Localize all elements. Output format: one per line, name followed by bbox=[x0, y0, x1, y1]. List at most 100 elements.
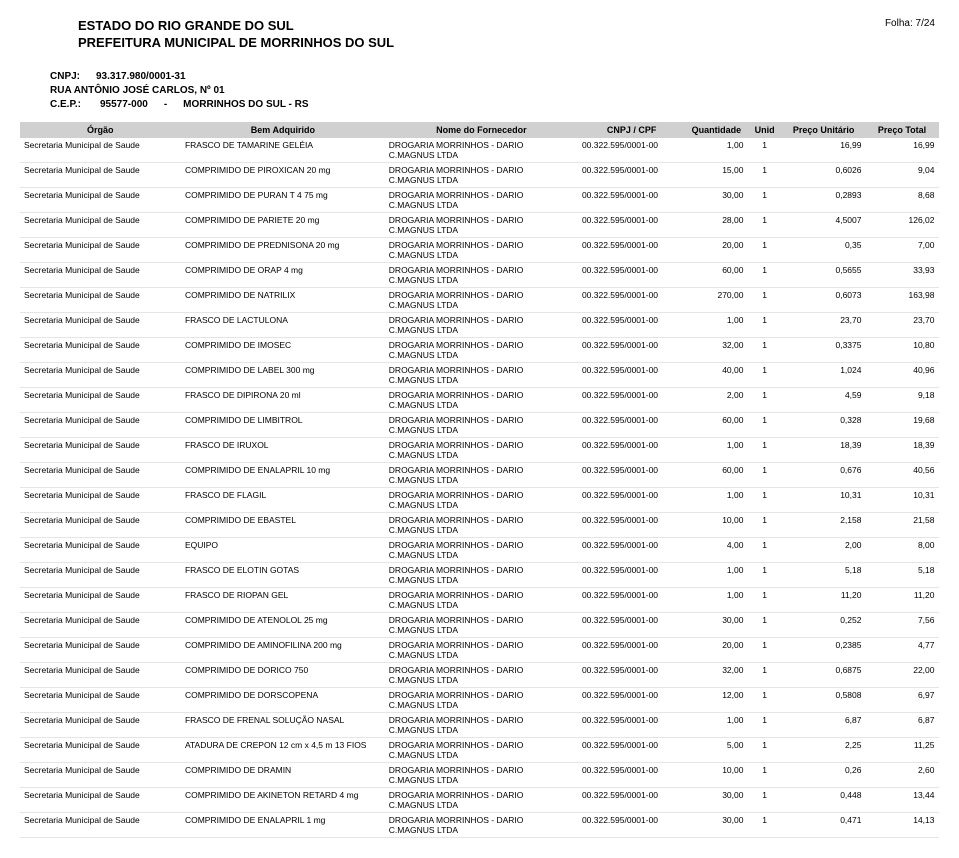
cell-cnpj: 00.322.595/0001-00 bbox=[578, 612, 685, 637]
cell-orgao: Secretaria Municipal de Saude bbox=[20, 337, 181, 362]
cell-preco-unit: 0,676 bbox=[782, 462, 866, 487]
fornecedor-line2: C.MAGNUS LTDA bbox=[389, 800, 574, 810]
cell-unid: 1 bbox=[747, 762, 781, 787]
cell-preco-unit: 0,35 bbox=[782, 237, 866, 262]
cell-preco-total: 40,56 bbox=[865, 462, 938, 487]
cell-preco-total: 2,60 bbox=[865, 762, 938, 787]
cell-fornecedor: DROGARIA MORRINHOS - DARIOC.MAGNUS LTDA bbox=[385, 312, 578, 337]
cell-cnpj: 00.322.595/0001-00 bbox=[578, 637, 685, 662]
cell-bem: COMPRIMIDO DE AKINETON RETARD 4 mg bbox=[181, 787, 385, 812]
cell-bem: FRASCO DE RIOPAN GEL bbox=[181, 587, 385, 612]
cell-fornecedor: DROGARIA MORRINHOS - DARIOC.MAGNUS LTDA bbox=[385, 237, 578, 262]
cell-cnpj: 00.322.595/0001-00 bbox=[578, 437, 685, 462]
cell-preco-unit: 2,158 bbox=[782, 512, 866, 537]
fornecedor-line1: DROGARIA MORRINHOS - DARIO bbox=[389, 140, 524, 150]
cell-fornecedor: DROGARIA MORRINHOS - DARIOC.MAGNUS LTDA bbox=[385, 487, 578, 512]
fornecedor-line1: DROGARIA MORRINHOS - DARIO bbox=[389, 765, 524, 775]
fornecedor-line1: DROGARIA MORRINHOS - DARIO bbox=[389, 590, 524, 600]
cell-fornecedor: DROGARIA MORRINHOS - DARIOC.MAGNUS LTDA bbox=[385, 212, 578, 237]
endereco: RUA ANTÔNIO JOSÉ CARLOS, Nº 01 bbox=[50, 84, 939, 98]
cell-preco-total: 9,04 bbox=[865, 162, 938, 187]
cell-orgao: Secretaria Municipal de Saude bbox=[20, 162, 181, 187]
cell-cnpj: 00.322.595/0001-00 bbox=[578, 387, 685, 412]
folha-value: 7/24 bbox=[916, 18, 935, 29]
fornecedor-line1: DROGARIA MORRINHOS - DARIO bbox=[389, 415, 524, 425]
cell-preco-unit: 5,18 bbox=[782, 562, 866, 587]
fornecedor-line1: DROGARIA MORRINHOS - DARIO bbox=[389, 165, 524, 175]
cell-preco-unit: 16,99 bbox=[782, 138, 866, 163]
cell-fornecedor: DROGARIA MORRINHOS - DARIOC.MAGNUS LTDA bbox=[385, 187, 578, 212]
cnpj-value: 93.317.980/0001-31 bbox=[96, 70, 186, 84]
cell-fornecedor: DROGARIA MORRINHOS - DARIOC.MAGNUS LTDA bbox=[385, 287, 578, 312]
col-preco-total: Preço Total bbox=[865, 122, 938, 138]
cell-preco-total: 10,31 bbox=[865, 487, 938, 512]
fornecedor-line1: DROGARIA MORRINHOS - DARIO bbox=[389, 565, 524, 575]
cell-orgao: Secretaria Municipal de Saude bbox=[20, 262, 181, 287]
cell-preco-unit: 11,20 bbox=[782, 587, 866, 612]
cell-orgao: Secretaria Municipal de Saude bbox=[20, 637, 181, 662]
cell-qtd: 1,00 bbox=[685, 312, 747, 337]
fornecedor-line2: C.MAGNUS LTDA bbox=[389, 325, 574, 335]
cell-bem: COMPRIMIDO DE PARIETE 20 mg bbox=[181, 212, 385, 237]
table-row: Secretaria Municipal de SaudeCOMPRIMIDO … bbox=[20, 212, 939, 237]
cell-preco-unit: 0,26 bbox=[782, 762, 866, 787]
fornecedor-line2: C.MAGNUS LTDA bbox=[389, 450, 574, 460]
cell-cnpj: 00.322.595/0001-00 bbox=[578, 212, 685, 237]
fornecedor-line2: C.MAGNUS LTDA bbox=[389, 725, 574, 735]
cell-unid: 1 bbox=[747, 712, 781, 737]
cell-preco-unit: 0,5655 bbox=[782, 262, 866, 287]
cell-unid: 1 bbox=[747, 362, 781, 387]
col-cnpj: CNPJ / CPF bbox=[578, 122, 685, 138]
cep-value: 95577-000 bbox=[100, 98, 148, 112]
cell-cnpj: 00.322.595/0001-00 bbox=[578, 362, 685, 387]
cell-qtd: 60,00 bbox=[685, 262, 747, 287]
cell-bem: COMPRIMIDO DE PREDNISONA 20 mg bbox=[181, 237, 385, 262]
cell-cnpj: 00.322.595/0001-00 bbox=[578, 262, 685, 287]
cell-bem: COMPRIMIDO DE PURAN T 4 75 mg bbox=[181, 187, 385, 212]
cell-qtd: 12,00 bbox=[685, 687, 747, 712]
cell-fornecedor: DROGARIA MORRINHOS - DARIOC.MAGNUS LTDA bbox=[385, 437, 578, 462]
cell-qtd: 30,00 bbox=[685, 612, 747, 637]
cell-bem: COMPRIMIDO DE EBASTEL bbox=[181, 512, 385, 537]
cell-bem: COMPRIMIDO DE AMINOFILINA 200 mg bbox=[181, 637, 385, 662]
fornecedor-line1: DROGARIA MORRINHOS - DARIO bbox=[389, 790, 524, 800]
cell-qtd: 32,00 bbox=[685, 662, 747, 687]
cell-cnpj: 00.322.595/0001-00 bbox=[578, 337, 685, 362]
fornecedor-line1: DROGARIA MORRINHOS - DARIO bbox=[389, 615, 524, 625]
cell-qtd: 1,00 bbox=[685, 487, 747, 512]
cell-orgao: Secretaria Municipal de Saude bbox=[20, 212, 181, 237]
fornecedor-line2: C.MAGNUS LTDA bbox=[389, 775, 574, 785]
cell-qtd: 15,00 bbox=[685, 162, 747, 187]
cell-cnpj: 00.322.595/0001-00 bbox=[578, 762, 685, 787]
folha-label: Folha: bbox=[885, 18, 913, 29]
cell-orgao: Secretaria Municipal de Saude bbox=[20, 762, 181, 787]
cell-orgao: Secretaria Municipal de Saude bbox=[20, 812, 181, 837]
table-row: Secretaria Municipal de SaudeFRASCO DE T… bbox=[20, 138, 939, 163]
cell-qtd: 28,00 bbox=[685, 212, 747, 237]
cell-preco-unit: 0,3375 bbox=[782, 337, 866, 362]
table-row: Secretaria Municipal de SaudeCOMPRIMIDO … bbox=[20, 612, 939, 637]
fornecedor-line2: C.MAGNUS LTDA bbox=[389, 600, 574, 610]
fornecedor-line1: DROGARIA MORRINHOS - DARIO bbox=[389, 365, 524, 375]
cell-preco-unit: 0,2893 bbox=[782, 187, 866, 212]
table-row: Secretaria Municipal de SaudeCOMPRIMIDO … bbox=[20, 687, 939, 712]
data-table-wrap: Órgão Bem Adquirido Nome do Fornecedor C… bbox=[20, 122, 939, 838]
fornecedor-line2: C.MAGNUS LTDA bbox=[389, 275, 574, 285]
cell-preco-total: 126,02 bbox=[865, 212, 938, 237]
cell-cnpj: 00.322.595/0001-00 bbox=[578, 787, 685, 812]
cell-preco-unit: 0,6875 bbox=[782, 662, 866, 687]
cell-qtd: 60,00 bbox=[685, 462, 747, 487]
cell-orgao: Secretaria Municipal de Saude bbox=[20, 687, 181, 712]
table-row: Secretaria Municipal de SaudeCOMPRIMIDO … bbox=[20, 787, 939, 812]
table-row: Secretaria Municipal de SaudeCOMPRIMIDO … bbox=[20, 812, 939, 837]
table-row: Secretaria Municipal de SaudeCOMPRIMIDO … bbox=[20, 287, 939, 312]
cell-bem: COMPRIMIDO DE ENALAPRIL 1 mg bbox=[181, 812, 385, 837]
cell-bem: COMPRIMIDO DE ORAP 4 mg bbox=[181, 262, 385, 287]
cell-unid: 1 bbox=[747, 162, 781, 187]
cell-preco-total: 8,68 bbox=[865, 187, 938, 212]
cell-preco-unit: 0,6073 bbox=[782, 287, 866, 312]
header-sub: CNPJ: 93.317.980/0001-31 RUA ANTÔNIO JOS… bbox=[20, 70, 939, 112]
cell-unid: 1 bbox=[747, 212, 781, 237]
cell-bem: COMPRIMIDO DE NATRILIX bbox=[181, 287, 385, 312]
cell-preco-total: 18,39 bbox=[865, 437, 938, 462]
